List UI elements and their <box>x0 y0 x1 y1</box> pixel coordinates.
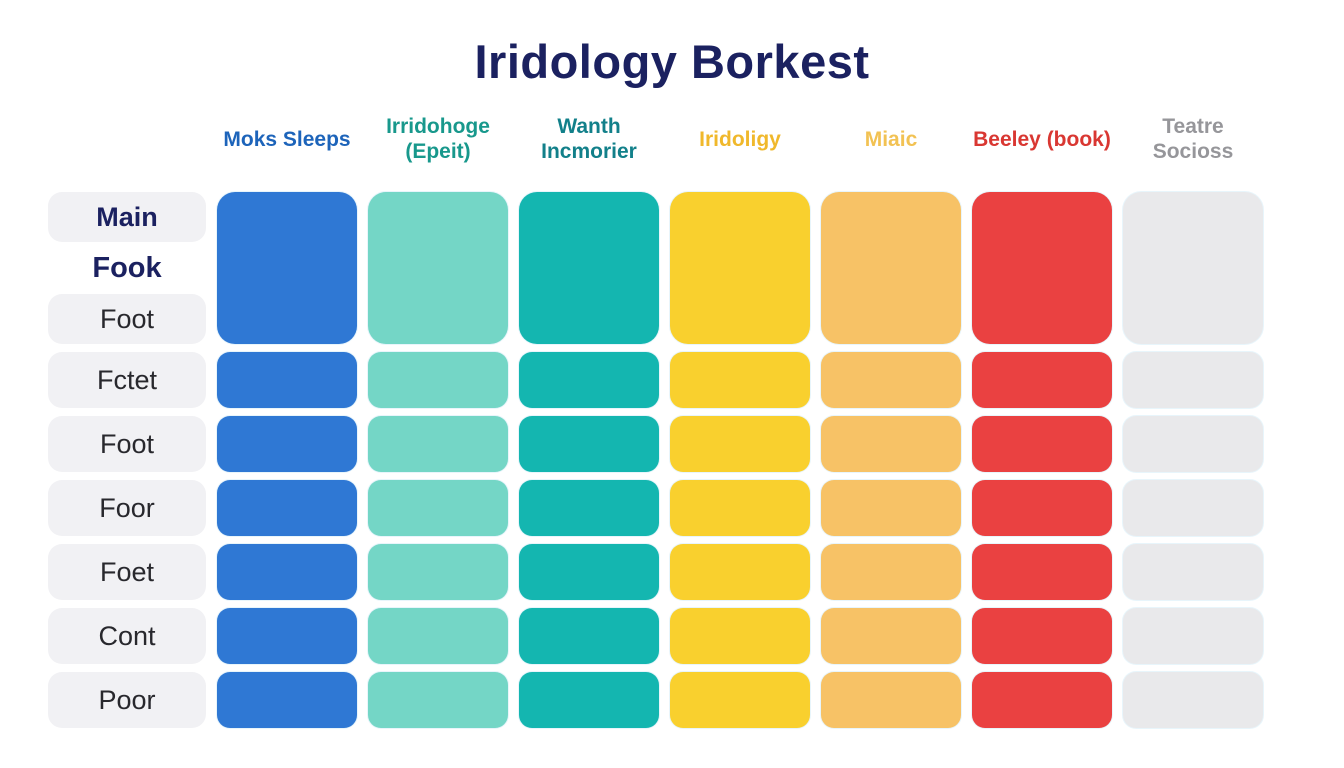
swatch-cell-col2 <box>368 416 508 472</box>
header-corner-spacer <box>48 102 206 184</box>
swatch-cell-col5 <box>821 544 961 600</box>
swatch-cell-col5 <box>821 352 961 408</box>
column-header: Wanth Incmorier <box>541 115 637 163</box>
swatch-cell-col4 <box>670 192 810 344</box>
swatch-cell-col3 <box>519 672 659 728</box>
swatch-cell-col6 <box>972 608 1112 664</box>
column-header: Iridoligy <box>699 127 781 151</box>
swatch-cell-col5 <box>821 416 961 472</box>
swatch-cell-col7 <box>1123 416 1263 472</box>
row-label-pill: Fctet <box>48 352 206 408</box>
swatch-cell-col4 <box>670 352 810 408</box>
swatch-cell-col3 <box>519 480 659 536</box>
row-label-pill: Foor <box>48 480 206 536</box>
row-label-pill: Poor <box>48 672 206 728</box>
swatch-cell-col1 <box>217 352 357 408</box>
column-header: Irridohoge (Epeit) <box>386 115 490 163</box>
swatch-cell-col2 <box>368 352 508 408</box>
swatch-cell-col2 <box>368 544 508 600</box>
swatch-cell-col4 <box>670 608 810 664</box>
swatch-cell-col7 <box>1123 544 1263 600</box>
swatch-cell-col1 <box>217 672 357 728</box>
swatch-cell-col7 <box>1123 192 1263 344</box>
swatch-cell-col2 <box>368 192 508 344</box>
swatch-cell-col6 <box>972 672 1112 728</box>
swatch-cell-col6 <box>972 416 1112 472</box>
swatch-cell-col1 <box>217 480 357 536</box>
swatch-cell-col4 <box>670 480 810 536</box>
swatch-cell-col3 <box>519 416 659 472</box>
swatch-cell-col1 <box>217 416 357 472</box>
column-header: Miaic <box>864 127 918 151</box>
swatch-cell-col3 <box>519 192 659 344</box>
swatch-cell-col3 <box>519 608 659 664</box>
swatch-cell-col2 <box>368 608 508 664</box>
row-label-pill: Foet <box>48 544 206 600</box>
swatch-cell-col3 <box>519 544 659 600</box>
column-header: Teatre Socioss <box>1152 115 1234 163</box>
swatch-cell-col4 <box>670 416 810 472</box>
page-title: Iridology Borkest <box>474 35 870 88</box>
swatch-cell-col6 <box>972 352 1112 408</box>
row-label-group-main: Main Fook Foot <box>48 192 206 344</box>
swatch-cell-col7 <box>1123 672 1263 728</box>
swatch-cell-col4 <box>670 544 810 600</box>
swatch-cell-col1 <box>217 608 357 664</box>
row-label-fook-text: Fook <box>92 252 162 284</box>
swatch-cell-col4 <box>670 672 810 728</box>
swatch-cell-col1 <box>217 544 357 600</box>
swatch-cell-col5 <box>821 480 961 536</box>
swatch-cell-col7 <box>1123 480 1263 536</box>
column-header: Beeley (book) <box>973 127 1111 151</box>
swatch-cell-col3 <box>519 352 659 408</box>
swatch-cell-col6 <box>972 192 1112 344</box>
swatch-cell-col5 <box>821 608 961 664</box>
swatch-cell-col6 <box>972 544 1112 600</box>
swatch-cell-col6 <box>972 480 1112 536</box>
comparison-table: Moks Sleeps Irridohoge (Epeit) Wanth Incmo… <box>48 102 1263 728</box>
row-label-pill: Foot <box>48 416 206 472</box>
row-label-main-pill: Main <box>48 192 206 242</box>
swatch-cell-col2 <box>368 672 508 728</box>
swatch-cell-col7 <box>1123 352 1263 408</box>
swatch-cell-col1 <box>217 192 357 344</box>
row-label-pill: Cont <box>48 608 206 664</box>
column-header: Moks Sleeps <box>223 127 351 151</box>
swatch-cell-col5 <box>821 192 961 344</box>
row-label-pill: Foot <box>48 294 206 344</box>
swatch-cell-col7 <box>1123 608 1263 664</box>
swatch-cell-col2 <box>368 480 508 536</box>
swatch-cell-col5 <box>821 672 961 728</box>
